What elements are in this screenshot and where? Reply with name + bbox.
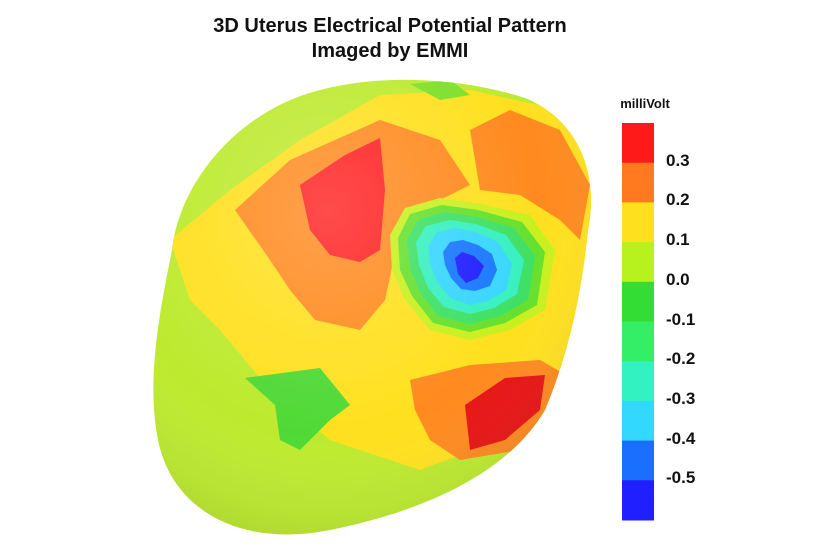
colorbar-swatch xyxy=(622,480,654,521)
colorbar-swatch xyxy=(622,361,654,402)
chart-title: 3D Uterus Electrical Potential Pattern I… xyxy=(150,14,630,64)
colorbar xyxy=(622,123,654,521)
surface-shading xyxy=(153,79,591,535)
colorbar-swatch xyxy=(622,162,654,203)
colorbar-tick-label: 0.0 xyxy=(666,269,690,289)
chart-title-line-1: 3D Uterus Electrical Potential Pattern xyxy=(213,15,567,37)
colorbar-title: milliVolt xyxy=(620,96,670,111)
chart-title-line-2: Imaged by EMMI xyxy=(311,40,469,62)
colorbar-tick-label: 0.1 xyxy=(666,230,690,250)
colorbar-tick-label: -0.4 xyxy=(666,428,696,448)
colorbar-tick-label: -0.1 xyxy=(666,309,696,329)
uterus-surface xyxy=(153,79,591,535)
colorbar-tick-label: -0.3 xyxy=(666,388,696,408)
colorbar-swatch xyxy=(622,123,654,164)
colorbar-swatch xyxy=(622,321,654,362)
colorbar-swatch xyxy=(622,400,654,442)
colorbar-swatch xyxy=(622,440,654,481)
colorbar-swatch xyxy=(622,242,654,283)
colorbar-swatch xyxy=(622,202,654,243)
colorbar-swatch xyxy=(622,281,654,322)
colorbar-tick-label: -0.5 xyxy=(666,468,696,488)
colorbar-tick-label: 0.3 xyxy=(666,150,690,170)
colorbar-tick-label: 0.2 xyxy=(666,190,690,210)
colorbar-tick-label: -0.2 xyxy=(666,349,696,369)
